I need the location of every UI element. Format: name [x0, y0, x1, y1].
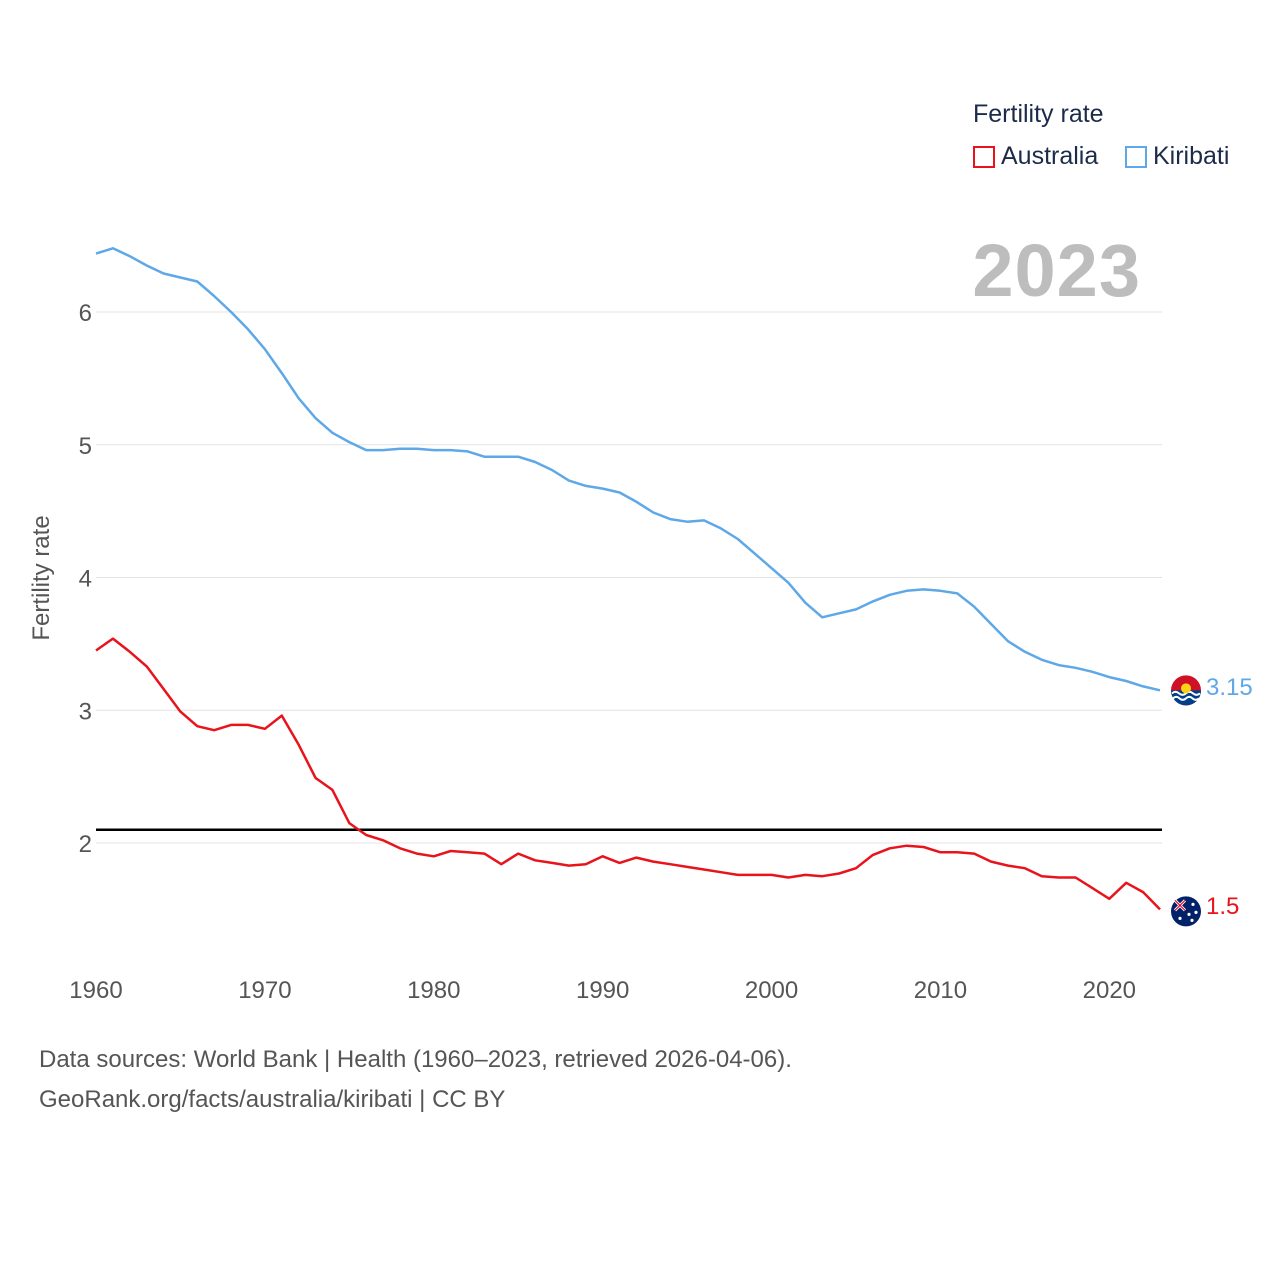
legend-title: Fertility rate — [973, 100, 1104, 128]
australia-flag-star-5 — [1178, 916, 1182, 920]
y-tick-label-5: 5 — [79, 433, 92, 460]
legend-swatch-kiribati — [1125, 145, 1147, 168]
x-tick-label-2010: 2010 — [914, 977, 967, 1004]
x-tick-label-1980: 1980 — [407, 977, 460, 1004]
end-markers — [1171, 675, 1201, 927]
x-tick-label-1960: 1960 — [69, 977, 122, 1004]
x-tick-label-1970: 1970 — [238, 977, 291, 1004]
series-line-kiribati — [95, 247, 1161, 692]
series-line-australia — [95, 637, 1161, 911]
australia-flag-icon — [1171, 896, 1201, 927]
y-axis-ticks: 2 3 4 5 6 — [79, 300, 92, 858]
x-tick-label-2000: 2000 — [745, 977, 798, 1004]
legend-item-australia[interactable]: Australia — [973, 142, 1098, 171]
gridlines — [96, 311, 1162, 844]
x-tick-label-2020: 2020 — [1083, 977, 1136, 1004]
legend-swatch-australia — [973, 145, 995, 168]
y-tick-label-6: 6 — [79, 300, 92, 327]
x-axis-ticks: 1960 1970 1980 1990 2000 2010 2020 — [69, 977, 1136, 1004]
legend-label-australia: Australia — [1001, 142, 1099, 170]
x-tick-label-1990: 1990 — [576, 977, 629, 1004]
year-label: 2023 — [972, 229, 1141, 312]
end-value-kiribati: 3.15 — [1206, 674, 1253, 701]
y-tick-label-3: 3 — [79, 698, 92, 725]
end-value-australia: 1.5 — [1206, 893, 1240, 920]
australia-flag-star-2 — [1194, 910, 1198, 914]
australia-flag-star-4 — [1190, 918, 1194, 922]
australia-flag-red-2 — [1174, 899, 1186, 911]
australia-flag-star-1 — [1191, 902, 1195, 906]
kiribati-flag-sun — [1181, 683, 1191, 694]
y-axis-label: Fertility rate — [28, 515, 55, 641]
y-tick-label-4: 4 — [79, 566, 92, 593]
kiribati-flag-wave-1 — [1171, 690, 1201, 696]
legend-label-kiribati: Kiribati — [1153, 142, 1230, 170]
kiribati-flag-icon — [1171, 675, 1201, 706]
series-lines — [95, 247, 1161, 911]
legend-item-kiribati[interactable]: Kiribati — [1125, 142, 1229, 171]
y-tick-label-2: 2 — [79, 831, 92, 858]
australia-flag-star-3 — [1187, 912, 1191, 916]
kiribati-flag-wave-2 — [1172, 695, 1200, 701]
footer-sources: Data sources: World Bank | Health (1960–… — [39, 1046, 792, 1073]
footer-attribution: GeoRank.org/facts/australia/kiribati | C… — [39, 1086, 506, 1113]
